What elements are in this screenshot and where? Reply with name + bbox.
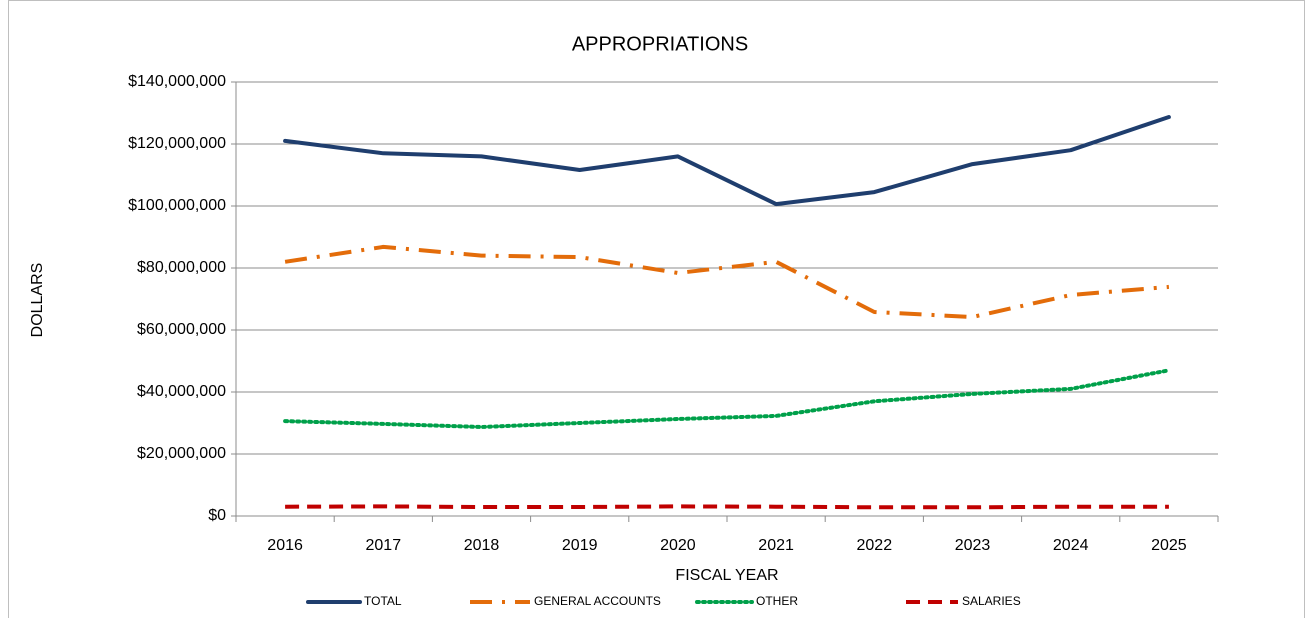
x-tick-label: 2020 xyxy=(660,537,696,554)
x-tick-label: 2023 xyxy=(955,537,991,554)
y-tick-label: $140,000,000 xyxy=(128,73,226,90)
x-tick-label: 2016 xyxy=(267,537,303,554)
x-tick-label: 2018 xyxy=(464,537,500,554)
legend-label: OTHER xyxy=(756,594,798,608)
series-line xyxy=(285,504,1169,510)
y-axis-label: DOLLARS xyxy=(29,263,46,338)
y-tick-label: $80,000,000 xyxy=(137,259,226,276)
x-tick-label: 2017 xyxy=(366,537,402,554)
y-tick-label: $100,000,000 xyxy=(128,197,226,214)
series-line xyxy=(284,244,1170,319)
series-line xyxy=(283,115,1171,207)
y-tick-label: $0 xyxy=(208,507,226,524)
y-tick-label: $40,000,000 xyxy=(137,383,226,400)
y-tick-label: $120,000,000 xyxy=(128,135,226,152)
y-tick-label: $60,000,000 xyxy=(137,321,226,338)
x-tick-label: 2019 xyxy=(562,537,598,554)
series-line xyxy=(283,368,1171,429)
x-tick-label: 2021 xyxy=(758,537,794,554)
chart-title: APPROPRIATIONS xyxy=(572,33,748,55)
legend-label: SALARIES xyxy=(962,594,1021,608)
x-axis-label: FISCAL YEAR xyxy=(675,567,778,584)
legend-label: GENERAL ACCOUNTS xyxy=(534,594,661,608)
chart-frame xyxy=(8,0,1305,618)
y-tick-label: $20,000,000 xyxy=(137,445,226,462)
x-tick-label: 2022 xyxy=(857,537,893,554)
legend-label: TOTAL xyxy=(364,594,402,608)
x-tick-label: 2024 xyxy=(1053,537,1089,554)
x-tick-label: 2025 xyxy=(1151,537,1187,554)
